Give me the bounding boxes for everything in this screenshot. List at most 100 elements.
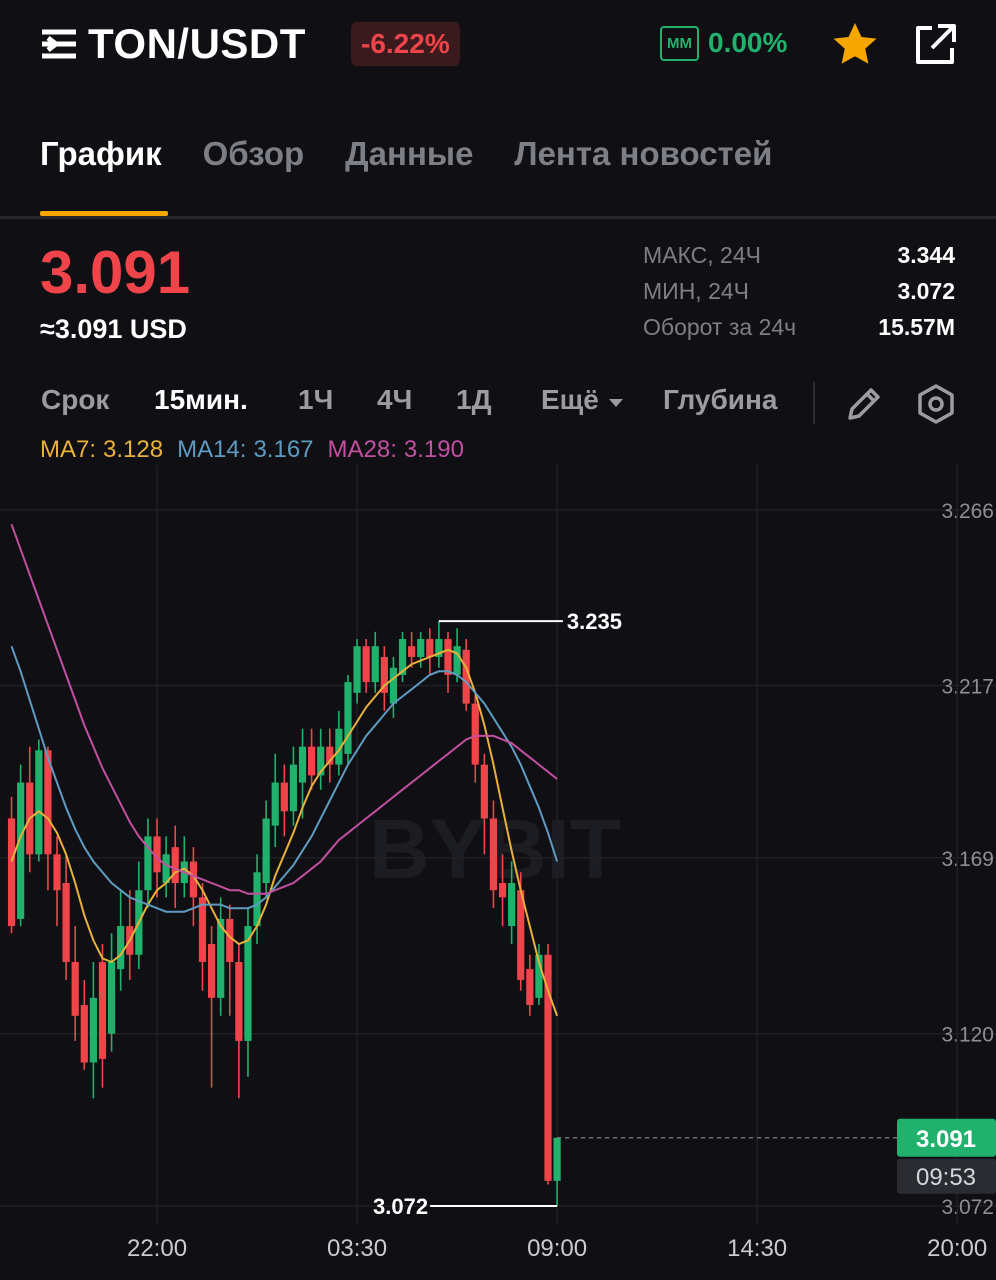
favorite-star[interactable] [830, 20, 880, 68]
candle-body [198, 897, 207, 962]
candle-body [326, 746, 334, 765]
candle-body [526, 969, 534, 1006]
candle-body [89, 997, 97, 1063]
candle-body [553, 1137, 561, 1181]
candle-body [371, 646, 379, 683]
candle-body [53, 854, 61, 891]
share-icon[interactable] [912, 22, 958, 68]
candle-body [217, 918, 225, 998]
candle-body [344, 682, 352, 754]
separator [813, 382, 815, 424]
candle-body [408, 646, 416, 657]
y-tick-label: 3.072 [941, 1196, 994, 1219]
y-tick-label: 3.169 [941, 848, 994, 871]
candle-body [226, 918, 234, 962]
menu-icon[interactable] [40, 28, 78, 60]
candle-body [235, 961, 243, 1041]
candle-body [435, 639, 443, 657]
candle-body [7, 818, 16, 927]
settings-icon[interactable] [914, 382, 958, 426]
x-tick-label: 22:00 [127, 1235, 187, 1262]
price-change: -6.22% [351, 22, 460, 66]
candle-body [171, 847, 179, 884]
candle-body [353, 646, 361, 693]
tabs: График Обзор Данные Лента новостей [40, 135, 772, 173]
high-marker-label: 3.235 [567, 609, 622, 634]
countdown-tag [897, 1158, 996, 1194]
candle-body [271, 782, 279, 826]
ma-line [10, 645, 559, 913]
candle-body [417, 639, 425, 657]
candle-body [207, 944, 216, 998]
mm-badge: MM [660, 26, 699, 61]
countdown-label: 09:53 [916, 1164, 976, 1191]
tab[interactable]: Обзор [202, 135, 305, 172]
interval[interactable]: 15мин. [154, 384, 248, 415]
candle-body [162, 854, 170, 884]
candle-body [244, 926, 252, 1041]
draw-icon[interactable] [844, 384, 884, 424]
interval[interactable]: 1Д [456, 384, 492, 415]
candle-body [398, 639, 407, 675]
candle-body [335, 728, 343, 765]
candle-body [517, 890, 525, 980]
interval[interactable]: 1Ч [298, 384, 334, 415]
stat-label: Оборот за 24ч [643, 314, 797, 340]
candle-body [362, 646, 370, 683]
y-tick-label: 3.266 [941, 500, 994, 523]
x-tick-label: 09:00 [527, 1235, 587, 1262]
usd-price: ≈3.091 USD [40, 314, 187, 344]
low-marker-label: 3.072 [373, 1194, 428, 1219]
ma-line [10, 523, 558, 895]
last-price-label: 3.091 [916, 1126, 976, 1153]
candle-body [35, 750, 43, 855]
candle-body [480, 764, 488, 819]
y-tick-label: 3.120 [941, 1024, 994, 1047]
last-price-tag [897, 1118, 996, 1157]
candle-body [498, 883, 507, 898]
tab[interactable]: График [40, 135, 162, 172]
legend-name: MA7: [40, 436, 97, 463]
candle-body [44, 750, 52, 855]
divider [0, 216, 996, 219]
legend-value: 3.190 [403, 436, 464, 463]
legend-value: 3.128 [103, 436, 164, 463]
legend-name: MA14: [177, 436, 247, 463]
ma-line [10, 648, 559, 1017]
tab[interactable]: Лента новостей [514, 135, 773, 172]
interval[interactable]: 4Ч [377, 384, 413, 415]
legend-value: 3.167 [253, 436, 314, 463]
candle-body [144, 836, 152, 891]
candle-body [80, 1005, 88, 1063]
candle-body [453, 646, 461, 675]
candle-body [462, 649, 470, 704]
mm-value: 0.00% [708, 27, 788, 58]
candle-body [262, 818, 270, 884]
candle-body [471, 703, 479, 765]
candle-body [535, 954, 543, 998]
stat-value: 15.57M [878, 314, 955, 340]
pair-title: TON/USDT [88, 20, 306, 67]
depth-tab[interactable]: Глубина [663, 384, 778, 415]
more-menu[interactable]: Ещё [541, 384, 599, 415]
tab[interactable]: Данные [345, 135, 474, 172]
x-tick-label: 20:00 [927, 1235, 987, 1262]
candle-body [544, 954, 552, 1181]
dropdown-arrow [609, 399, 623, 407]
candle-body [280, 782, 288, 812]
legend-name: MA28: [327, 436, 397, 463]
candle-body [62, 883, 70, 962]
stat-label: МИН, 24Ч [643, 278, 749, 304]
ma-legend: MA7: 3.128 MA14: 3.167 MA28: 3.190 [40, 436, 464, 464]
stat-value: 3.072 [897, 278, 955, 304]
stat-value: 3.344 [897, 242, 955, 268]
tab-underline [40, 211, 168, 216]
candle-body [380, 656, 388, 693]
toolbar-label: Срок [41, 384, 110, 415]
x-tick-label: 03:30 [327, 1235, 387, 1262]
candle-body [298, 746, 307, 783]
candle-body [153, 836, 161, 873]
candle-body [508, 883, 516, 927]
